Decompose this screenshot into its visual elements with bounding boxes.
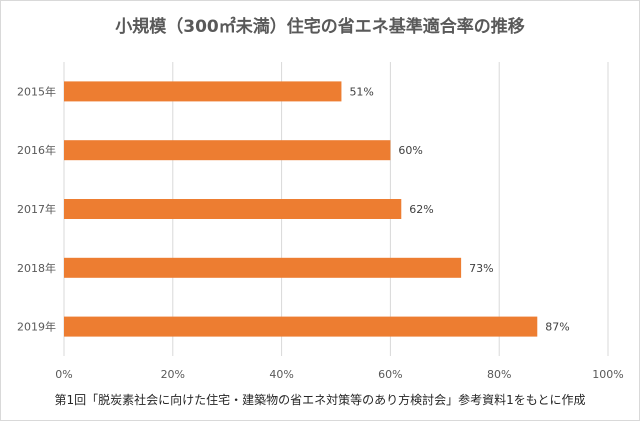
x-tick-label: 80% bbox=[487, 368, 511, 381]
x-tick-label: 60% bbox=[378, 368, 402, 381]
chart-title: 小規模（300㎡未満）住宅の省エネ基準適合率の推移 bbox=[115, 17, 525, 37]
x-tick-label: 100% bbox=[592, 368, 623, 381]
data-label: 60% bbox=[398, 144, 422, 157]
x-tick-label: 40% bbox=[269, 368, 293, 381]
category-label: 2015年 bbox=[17, 84, 56, 98]
category-label: 2017年 bbox=[17, 202, 56, 216]
source-note: 第1回「脱炭素社会に向けた住宅・建築物の省エネ対策等のあり方検討会」参考資料1を… bbox=[54, 393, 586, 407]
labels: 0% 20% 40% 60% 80% 100% 2015年 51% 2016年 60% 2017年 6… bbox=[17, 84, 624, 381]
bars bbox=[64, 81, 538, 337]
category-label: 2019年 bbox=[17, 320, 56, 334]
bar bbox=[64, 257, 462, 278]
data-label: 73% bbox=[469, 262, 493, 275]
bar bbox=[64, 81, 342, 102]
bar bbox=[64, 140, 391, 161]
category-label: 2018年 bbox=[17, 261, 56, 275]
x-tick-label: 20% bbox=[161, 368, 185, 381]
data-label: 87% bbox=[545, 321, 569, 334]
data-label: 51% bbox=[349, 85, 373, 98]
x-tick-label: 0% bbox=[55, 368, 72, 381]
bar bbox=[64, 316, 538, 337]
data-label: 62% bbox=[409, 203, 433, 216]
category-label: 2016年 bbox=[17, 143, 56, 157]
bar bbox=[64, 199, 402, 219]
